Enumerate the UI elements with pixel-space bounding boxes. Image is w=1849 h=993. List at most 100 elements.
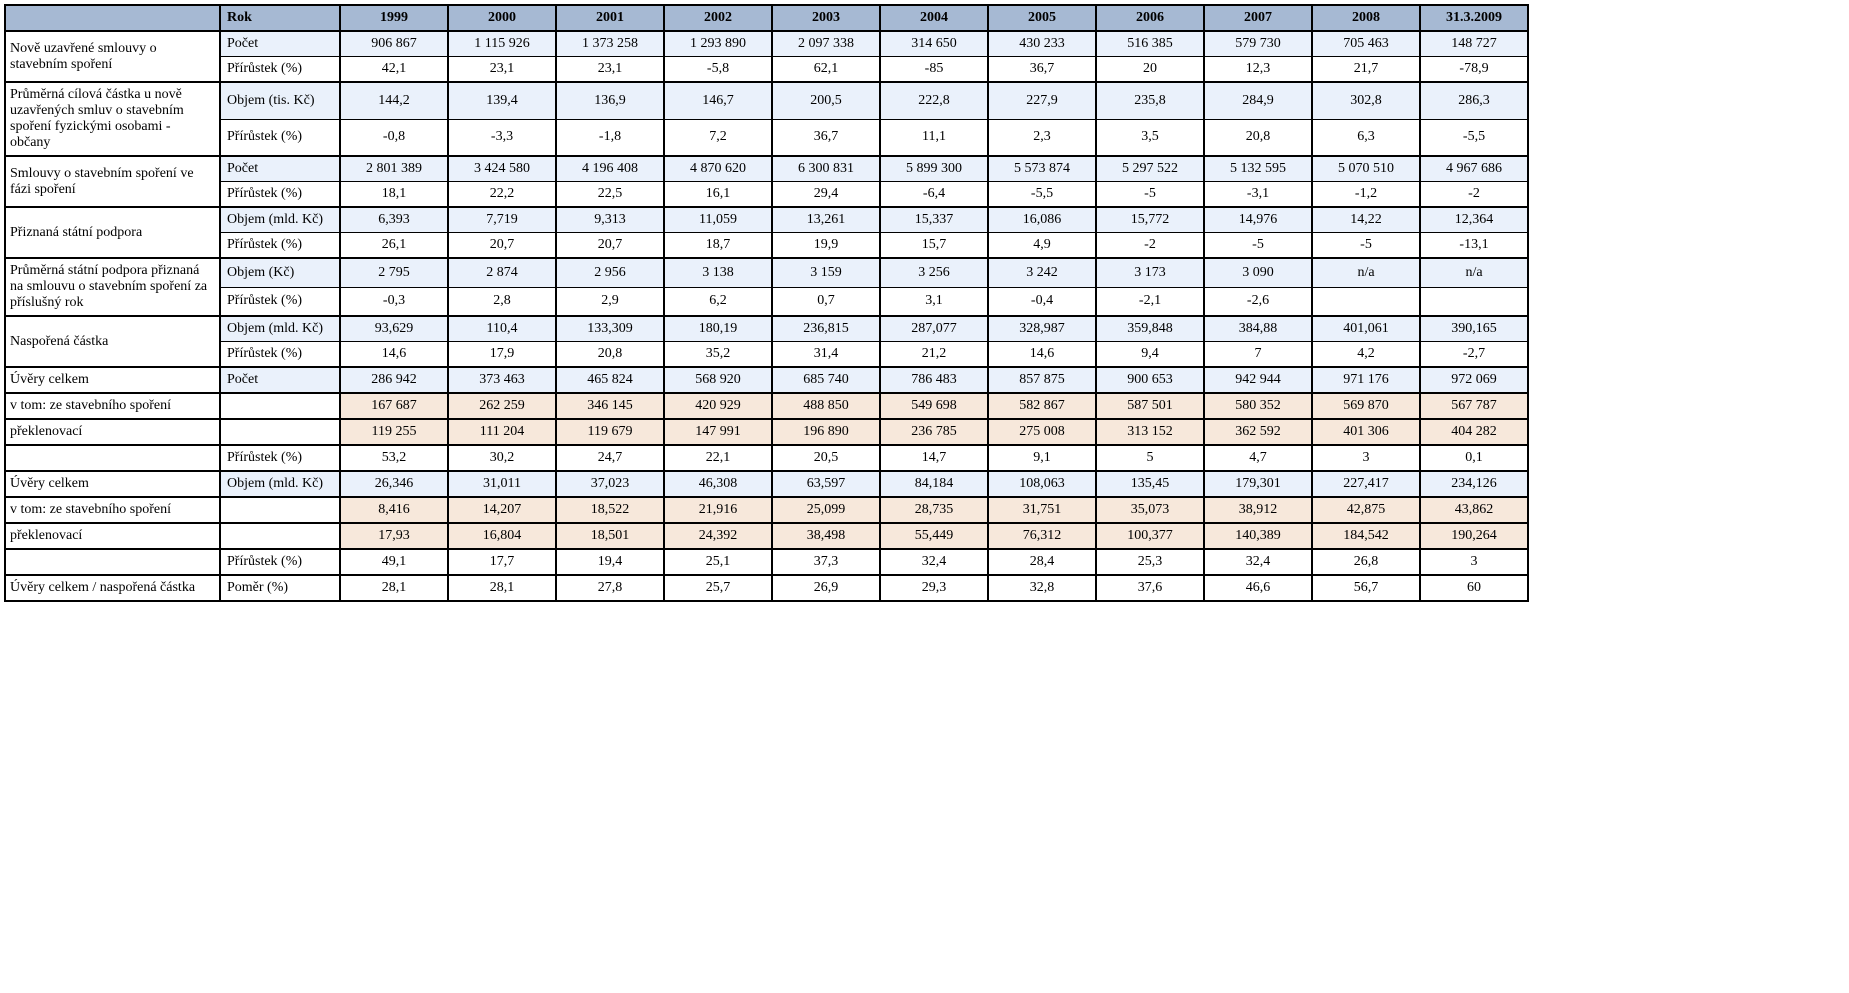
data-cell: 465 824 (556, 367, 664, 393)
data-cell: 36,7 (772, 119, 880, 156)
sublabel: Přírůstek (%) (220, 549, 340, 575)
sublabel: Objem (tis. Kč) (220, 82, 340, 119)
data-cell: 119 679 (556, 419, 664, 445)
table-row: Smlouvy o stavebním spoření ve fázi spoř… (5, 156, 1528, 182)
data-cell: 2 097 338 (772, 31, 880, 57)
data-cell: 28,735 (880, 497, 988, 523)
data-cell: 18,501 (556, 523, 664, 549)
data-cell: 17,7 (448, 549, 556, 575)
data-cell: 0,1 (1420, 445, 1528, 471)
data-cell: 25,099 (772, 497, 880, 523)
data-cell: 236,815 (772, 316, 880, 342)
header-year: 31.3.2009 (1420, 5, 1528, 31)
data-cell: 29,3 (880, 575, 988, 601)
data-cell: 942 944 (1204, 367, 1312, 393)
data-cell: 42,1 (340, 57, 448, 83)
data-cell: 14,7 (880, 445, 988, 471)
data-cell: 184,542 (1312, 523, 1420, 549)
table-row: Úvěry celkemPočet286 942373 463465 82456… (5, 367, 1528, 393)
table-row: Naspořená částkaObjem (mld. Kč)93,629110… (5, 316, 1528, 342)
data-cell: n/a (1312, 258, 1420, 287)
data-cell: 12,3 (1204, 57, 1312, 83)
data-cell: 582 867 (988, 393, 1096, 419)
data-cell: 19,9 (772, 233, 880, 259)
data-cell: 133,309 (556, 316, 664, 342)
indicator-label: překlenovací (5, 523, 220, 549)
data-cell: -5 (1204, 233, 1312, 259)
data-cell: 14,976 (1204, 207, 1312, 233)
data-cell: 12,364 (1420, 207, 1528, 233)
table-row: v tom: ze stavebního spoření8,41614,2071… (5, 497, 1528, 523)
data-cell: 18,522 (556, 497, 664, 523)
data-cell: 4,9 (988, 233, 1096, 259)
data-cell: 35,073 (1096, 497, 1204, 523)
data-cell: -5 (1096, 182, 1204, 208)
data-cell: 16,1 (664, 182, 772, 208)
data-cell: 21,916 (664, 497, 772, 523)
data-cell: 23,1 (556, 57, 664, 83)
sublabel: Objem (mld. Kč) (220, 471, 340, 497)
data-cell: 972 069 (1420, 367, 1528, 393)
data-cell: 7,2 (664, 119, 772, 156)
data-cell: 587 501 (1096, 393, 1204, 419)
data-cell: 6,393 (340, 207, 448, 233)
data-cell: -85 (880, 57, 988, 83)
table-row: Přiznaná státní podporaObjem (mld. Kč)6,… (5, 207, 1528, 233)
data-cell: 314 650 (880, 31, 988, 57)
data-cell: 200,5 (772, 82, 880, 119)
header-year: 2002 (664, 5, 772, 31)
table-row: Přírůstek (%)-0,32,82,96,20,73,1-0,4-2,1… (5, 287, 1528, 316)
table-row: Přírůstek (%)42,123,123,1-5,862,1-8536,7… (5, 57, 1528, 83)
data-cell: -5,5 (988, 182, 1096, 208)
data-cell: 19,4 (556, 549, 664, 575)
data-cell: 76,312 (988, 523, 1096, 549)
data-cell: 11,1 (880, 119, 988, 156)
data-cell: 236 785 (880, 419, 988, 445)
data-cell: 516 385 (1096, 31, 1204, 57)
data-cell: -1,8 (556, 119, 664, 156)
data-cell: 20,5 (772, 445, 880, 471)
data-cell: 14,6 (340, 342, 448, 368)
data-cell: -78,9 (1420, 57, 1528, 83)
header-year: 2005 (988, 5, 1096, 31)
sublabel: Přírůstek (%) (220, 182, 340, 208)
sublabel (220, 497, 340, 523)
data-cell: 3,5 (1096, 119, 1204, 156)
data-cell: 5 070 510 (1312, 156, 1420, 182)
data-cell: 26,9 (772, 575, 880, 601)
data-cell: 17,9 (448, 342, 556, 368)
data-cell: 18,1 (340, 182, 448, 208)
data-cell: 7,719 (448, 207, 556, 233)
data-cell: 21,2 (880, 342, 988, 368)
data-cell: 22,2 (448, 182, 556, 208)
data-cell: 110,4 (448, 316, 556, 342)
sublabel (220, 419, 340, 445)
data-cell: 3 090 (1204, 258, 1312, 287)
data-cell: 31,751 (988, 497, 1096, 523)
data-cell: -5 (1312, 233, 1420, 259)
data-cell: 136,9 (556, 82, 664, 119)
data-cell: 222,8 (880, 82, 988, 119)
data-cell: 26,1 (340, 233, 448, 259)
data-cell: 49,1 (340, 549, 448, 575)
header-year: 2003 (772, 5, 880, 31)
data-cell: 2 956 (556, 258, 664, 287)
sublabel: Objem (mld. Kč) (220, 316, 340, 342)
data-cell: 5 573 874 (988, 156, 1096, 182)
data-cell: 29,4 (772, 182, 880, 208)
data-cell: 3,1 (880, 287, 988, 316)
data-cell: 26,346 (340, 471, 448, 497)
data-cell: 900 653 (1096, 367, 1204, 393)
header-year: 2007 (1204, 5, 1312, 31)
data-cell: 26,8 (1312, 549, 1420, 575)
data-cell: 3 173 (1096, 258, 1204, 287)
data-cell: 24,7 (556, 445, 664, 471)
table-row: Úvěry celkem / naspořená částkaPoměr (%)… (5, 575, 1528, 601)
data-cell: 4 870 620 (664, 156, 772, 182)
data-cell: 20,7 (448, 233, 556, 259)
data-cell: -2,6 (1204, 287, 1312, 316)
header-year: 1999 (340, 5, 448, 31)
data-cell: 167 687 (340, 393, 448, 419)
data-cell: 6,2 (664, 287, 772, 316)
data-cell: 0,7 (772, 287, 880, 316)
